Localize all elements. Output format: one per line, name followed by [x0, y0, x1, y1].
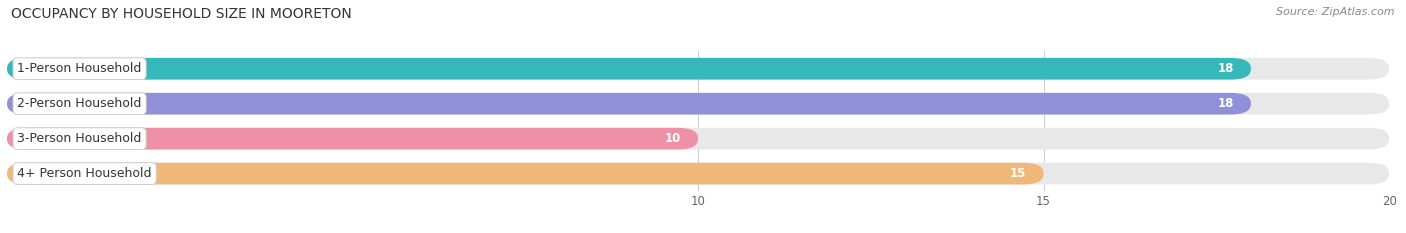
Text: 10: 10: [665, 132, 681, 145]
Text: 18: 18: [1218, 97, 1233, 110]
FancyBboxPatch shape: [7, 93, 1389, 115]
FancyBboxPatch shape: [7, 163, 1043, 185]
Text: 2-Person Household: 2-Person Household: [17, 97, 142, 110]
FancyBboxPatch shape: [7, 93, 1251, 115]
Text: OCCUPANCY BY HOUSEHOLD SIZE IN MOORETON: OCCUPANCY BY HOUSEHOLD SIZE IN MOORETON: [11, 7, 352, 21]
FancyBboxPatch shape: [7, 58, 1389, 80]
Text: 15: 15: [1010, 167, 1026, 180]
Text: 18: 18: [1218, 62, 1233, 75]
Text: Source: ZipAtlas.com: Source: ZipAtlas.com: [1277, 7, 1395, 17]
Text: 4+ Person Household: 4+ Person Household: [17, 167, 152, 180]
FancyBboxPatch shape: [7, 128, 697, 150]
Text: 1-Person Household: 1-Person Household: [17, 62, 142, 75]
Text: 3-Person Household: 3-Person Household: [17, 132, 142, 145]
FancyBboxPatch shape: [7, 58, 1251, 80]
FancyBboxPatch shape: [7, 128, 1389, 150]
FancyBboxPatch shape: [7, 163, 1389, 185]
